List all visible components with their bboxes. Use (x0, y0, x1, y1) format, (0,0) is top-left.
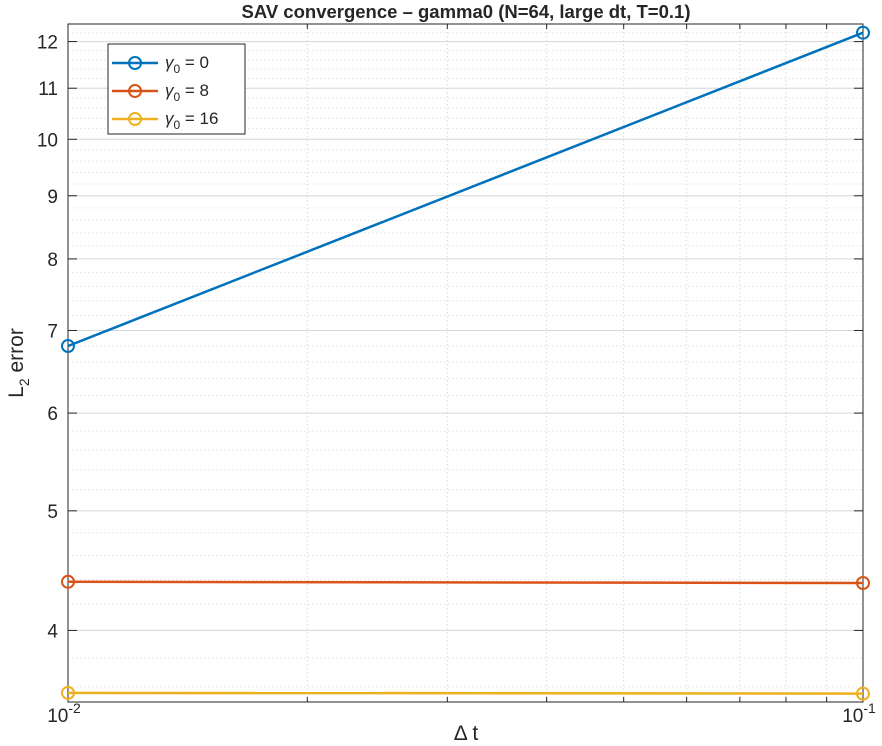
legend-label: γ0 = 0 (165, 53, 209, 76)
y-tick-label: 9 (47, 187, 58, 208)
x-axis-label: Δ t (454, 722, 479, 745)
legend: γ0 = 0 γ0 = 8 γ0 = 16 (107, 43, 246, 135)
y-axis-label: L2 error (5, 328, 32, 398)
legend-marker (128, 56, 142, 70)
y-tick-label: 8 (47, 250, 58, 271)
series-layer (61, 25, 870, 701)
y-tick-label: 12 (37, 33, 58, 54)
series-0 (61, 25, 870, 354)
legend-item: γ0 = 8 (112, 81, 209, 104)
data-point (61, 574, 75, 589)
legend-item: γ0 = 0 (112, 53, 209, 76)
chart-title: SAV convergence – gamma0 (N=64, large dt… (242, 1, 691, 22)
y-tick-label: 7 (47, 321, 58, 342)
data-point (61, 339, 75, 354)
legend-label: γ0 = 16 (165, 109, 218, 132)
y-tick-label: 5 (47, 502, 58, 523)
data-point (856, 25, 870, 40)
legend-item: γ0 = 16 (112, 109, 218, 132)
data-point (61, 685, 75, 700)
series-2 (61, 685, 870, 701)
legend-marker (128, 84, 142, 98)
axis-ticks: 10-2 10-1 4 5 6 7 8 9 10 11 12 (37, 24, 876, 727)
y-tick-label: 10 (37, 130, 58, 151)
plot-background (68, 24, 863, 702)
data-point (856, 576, 870, 591)
series-line (67, 580, 864, 585)
y-tick-label: 4 (47, 621, 58, 642)
series-line (67, 31, 864, 348)
y-tick-label: 6 (47, 404, 58, 425)
legend-marker (128, 112, 142, 126)
x-tick-label: 10-2 (47, 700, 81, 727)
minor-grid (68, 24, 863, 702)
legend-label: γ0 = 8 (165, 81, 209, 104)
series-line (67, 691, 864, 695)
x-tick-label: 10-1 (842, 700, 876, 727)
plot-frame (67, 23, 864, 703)
y-tick-label: 11 (38, 79, 58, 100)
series-1 (61, 574, 870, 591)
data-point (856, 686, 870, 701)
